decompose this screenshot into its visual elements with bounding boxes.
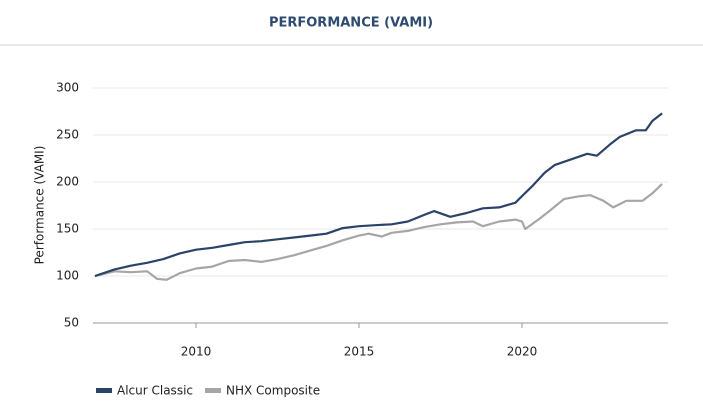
legend-swatch [96,388,112,393]
y-tick-label: 150 [56,222,79,236]
legend-label: NHX Composite [226,384,320,398]
x-tick-label: 2015 [344,345,375,359]
y-axis-label: Performance (VAMI) [33,146,47,265]
x-tick-label: 2010 [181,345,212,359]
x-tick-label: 2020 [507,345,538,359]
legend-label: Alcur Classic [117,384,193,398]
y-tick-label: 50 [64,316,79,330]
line-series [94,183,663,281]
header [0,0,703,45]
chart-title: PERFORMANCE (VAMI) [269,16,433,31]
line-series [94,112,663,278]
legend-swatch [205,388,221,393]
y-tick-label: 250 [56,128,79,142]
y-tick-label: 100 [56,269,79,283]
y-tick-label: 300 [56,81,79,95]
y-tick-label: 200 [56,175,79,189]
